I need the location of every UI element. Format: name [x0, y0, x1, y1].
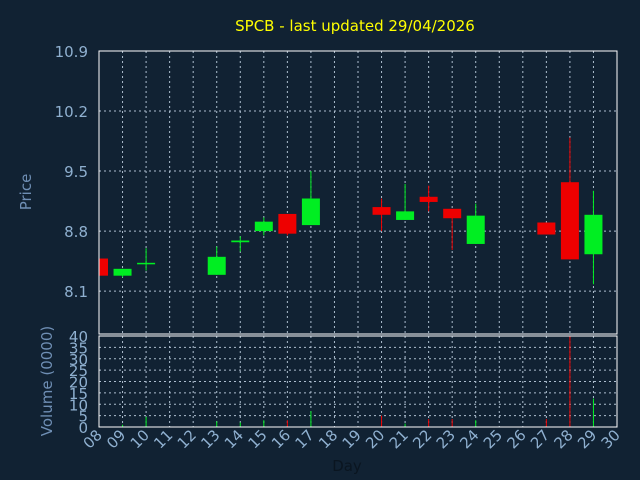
- day-tick-label: 15: [244, 426, 270, 452]
- day-tick-label: 13: [197, 426, 223, 452]
- day-tick-label: 23: [433, 426, 459, 452]
- grid-layer: [99, 51, 617, 427]
- day-tick-label: 26: [503, 426, 529, 452]
- candle-body-16: [278, 213, 297, 234]
- candle-body-10: [137, 262, 156, 265]
- day-tick-label: 27: [527, 426, 553, 452]
- day-tick-label: 10: [127, 426, 153, 452]
- price-tick-label: 9.5: [64, 163, 88, 181]
- day-tick-label: 19: [339, 426, 365, 452]
- candle-body-28: [560, 182, 579, 260]
- candle-body-21: [396, 211, 415, 220]
- volume-tick-label: 25: [69, 362, 88, 380]
- day-tick-label: 25: [480, 426, 506, 452]
- candle-body-24: [466, 215, 485, 244]
- day-tick-label: 16: [268, 426, 294, 452]
- volume-tick-label: 35: [69, 339, 88, 357]
- chart-title: SPCB - last updated 29/04/2026: [235, 17, 475, 35]
- price-tick-label: 8.8: [64, 223, 88, 241]
- mark-layer: [98, 137, 603, 427]
- volume-tick-label: 15: [69, 385, 88, 403]
- volume-tick-label: 40: [69, 328, 88, 346]
- candle-body-14: [231, 240, 250, 243]
- day-tick-label: 12: [174, 426, 200, 452]
- price-axis-label: Price: [17, 174, 35, 211]
- candle-body-09: [113, 268, 132, 276]
- candle-body-15: [254, 221, 273, 232]
- price-panel-frame: [98, 50, 618, 335]
- volume-panel-frame: [98, 335, 618, 428]
- day-tick-label: 20: [362, 426, 388, 452]
- candle-body-20: [372, 207, 391, 215]
- day-tick-label: 30: [598, 426, 624, 452]
- day-tick-label: 21: [386, 426, 412, 452]
- candle-body-08: [99, 258, 108, 276]
- day-axis-label: Day: [332, 457, 362, 475]
- volume-tick-label: 10: [69, 396, 88, 414]
- frame-layer: [98, 50, 618, 428]
- day-tick-label: 28: [551, 426, 577, 452]
- volume-tick-label: 0: [78, 419, 88, 437]
- tick-layer: 10.910.29.58.88.105101520253035400809101…: [55, 43, 624, 452]
- volume-tick-label: 5: [78, 408, 88, 426]
- candle-body-17: [301, 198, 320, 226]
- candle-body-27: [537, 222, 556, 235]
- volume-tick-label: 20: [69, 374, 88, 392]
- candle-body-29: [584, 214, 603, 255]
- volume-tick-label: 30: [69, 351, 88, 369]
- day-tick-label: 14: [221, 426, 247, 452]
- candle-body-13: [207, 256, 226, 275]
- price-tick-label: 8.1: [64, 283, 88, 301]
- day-tick-label: 24: [456, 426, 482, 452]
- volume-axis-label: Volume (0000): [38, 326, 56, 436]
- day-tick-label: 29: [574, 426, 600, 452]
- day-tick-label: 22: [409, 426, 435, 452]
- day-tick-label: 18: [315, 426, 341, 452]
- day-tick-label: 11: [150, 426, 176, 452]
- candle-body-22: [419, 196, 438, 202]
- price-tick-label: 10.9: [55, 43, 88, 61]
- candle-body-23: [443, 208, 462, 219]
- day-tick-label: 09: [103, 426, 129, 452]
- price-tick-label: 10.2: [55, 103, 88, 121]
- day-tick-label: 17: [292, 426, 318, 452]
